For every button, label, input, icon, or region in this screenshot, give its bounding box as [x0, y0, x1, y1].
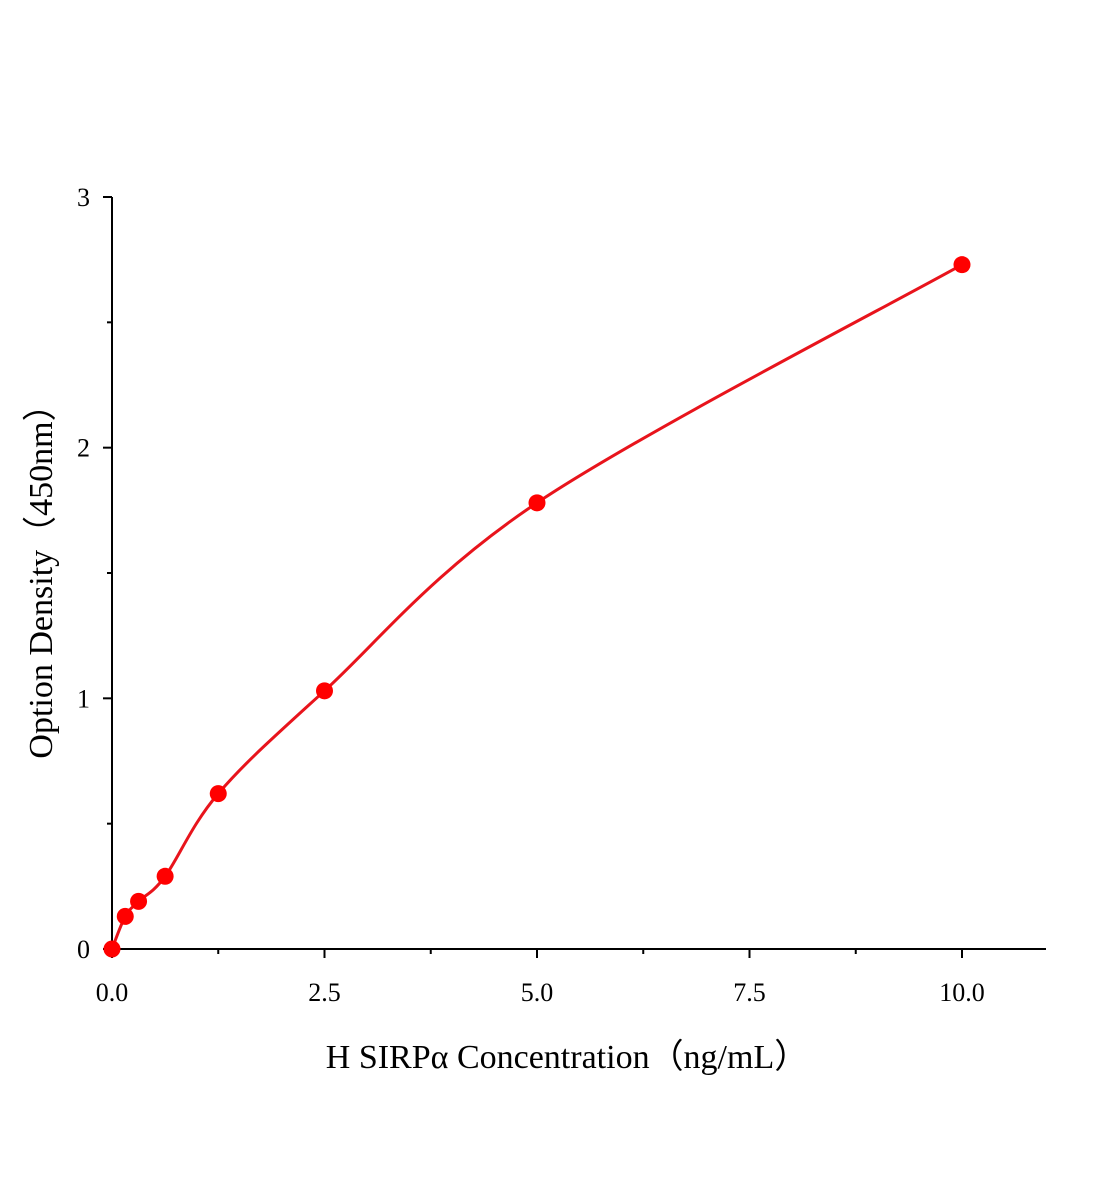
y-tick-label: 1 [77, 684, 90, 713]
data-point [103, 940, 121, 958]
data-point [130, 892, 148, 910]
data-points [103, 256, 971, 958]
y-tick-label: 3 [77, 183, 90, 212]
data-point [116, 907, 134, 925]
axes [111, 197, 1046, 950]
x-tick-label: 7.5 [733, 978, 766, 1007]
ticks: 0.0 2.5 5.0 7.5 10.0 0 1 2 3 [77, 183, 985, 1007]
x-axis-label: H SIRPα Concentration（ng/mL） [326, 1038, 808, 1076]
x-tick-label: 10.0 [939, 978, 985, 1007]
fit-curve [110, 263, 963, 950]
fit-curve-line [110, 263, 963, 950]
y-axis-label: Option Density（450nm） [22, 387, 60, 758]
x-tick-label: 5.0 [521, 978, 554, 1007]
y-tick-label: 2 [77, 434, 90, 463]
y-tick-label: 0 [77, 935, 90, 964]
x-tick-label: 2.5 [308, 978, 341, 1007]
data-point [953, 256, 971, 274]
data-point [156, 867, 174, 885]
data-point [316, 682, 333, 700]
x-tick-label: 0.0 [96, 978, 129, 1007]
data-point [209, 785, 227, 803]
data-point [528, 494, 546, 512]
